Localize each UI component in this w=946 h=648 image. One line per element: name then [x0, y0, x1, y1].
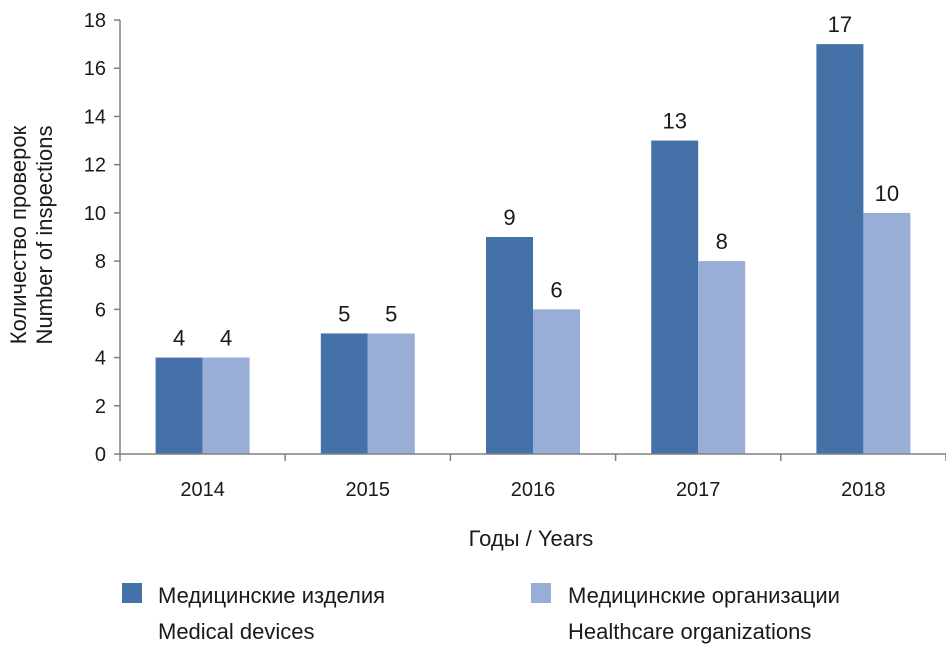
bar-value-label: 6	[550, 277, 562, 302]
x-tick-label: 2018	[841, 479, 886, 501]
y-tick-label: 0	[95, 444, 106, 466]
bars-group	[155, 44, 911, 455]
y-axis-title: Количество проверок Number of inspection…	[6, 125, 57, 344]
y-tick-label: 16	[84, 58, 106, 80]
x-axis-ticks: 2014 2015 2016 2017 2018	[119, 454, 946, 501]
bar-value-label: 4	[173, 326, 185, 351]
bar-value-label: 5	[385, 301, 397, 326]
legend-item-healthcare-organizations: Медицинские организации Healthcare organ…	[531, 583, 840, 644]
bar-healthcare-organizations	[533, 309, 580, 454]
legend-swatch-healthcare-organizations	[531, 583, 551, 603]
bar-value-label: 4	[220, 326, 232, 351]
x-tick-label: 2017	[676, 479, 721, 501]
x-axis-title: Годы / Years	[469, 526, 594, 551]
y-axis-ticks: 0 2 4 6 8 10 12 14 16 18	[84, 10, 120, 466]
data-labels-group: 4 5 9 13 17 4 5 6 8 10	[173, 12, 899, 350]
legend: Медицинские изделия Medical devices Меди…	[122, 583, 840, 644]
y-tick-label: 6	[95, 299, 106, 321]
bar-medical-devices	[155, 357, 203, 454]
bar-healthcare-organizations	[202, 357, 250, 454]
y-tick-label: 10	[84, 203, 106, 225]
x-tick-label: 2016	[511, 479, 556, 501]
bar-medical-devices	[816, 44, 864, 454]
bar-value-label: 13	[662, 109, 686, 134]
y-tick-label: 8	[95, 251, 106, 273]
bar-medical-devices	[651, 140, 699, 455]
legend-item-medical-devices: Медицинские изделия Medical devices	[122, 583, 385, 644]
y-axis-title-line-1: Количество проверок	[6, 125, 31, 344]
bar-value-label: 5	[338, 301, 350, 326]
y-tick-label: 14	[84, 106, 106, 128]
y-tick-label: 4	[95, 348, 106, 370]
y-tick-label: 18	[84, 10, 106, 32]
y-tick-label: 12	[84, 155, 106, 177]
bar-value-label: 17	[828, 12, 852, 37]
bar-healthcare-organizations	[698, 261, 746, 454]
bar-medical-devices	[320, 333, 368, 454]
legend-swatch-medical-devices	[122, 583, 142, 603]
legend-label-ru-medical-devices: Медицинские изделия	[158, 583, 385, 608]
bar-medical-devices	[486, 237, 533, 454]
legend-label-en-medical-devices: Medical devices	[158, 619, 315, 644]
bar-value-label: 9	[503, 205, 515, 230]
bar-value-label: 8	[716, 229, 728, 254]
legend-label-en-healthcare-organizations: Healthcare organizations	[568, 619, 811, 644]
bar-value-label: 10	[875, 181, 899, 206]
x-tick-label: 2014	[180, 479, 225, 501]
x-tick-label: 2015	[346, 479, 391, 501]
y-axis-title-line-2: Number of inspections	[32, 126, 57, 345]
y-tick-label: 2	[95, 396, 106, 418]
bar-healthcare-organizations	[863, 212, 911, 454]
bar-healthcare-organizations	[367, 333, 415, 454]
legend-label-ru-healthcare-organizations: Медицинские организации	[568, 583, 840, 608]
